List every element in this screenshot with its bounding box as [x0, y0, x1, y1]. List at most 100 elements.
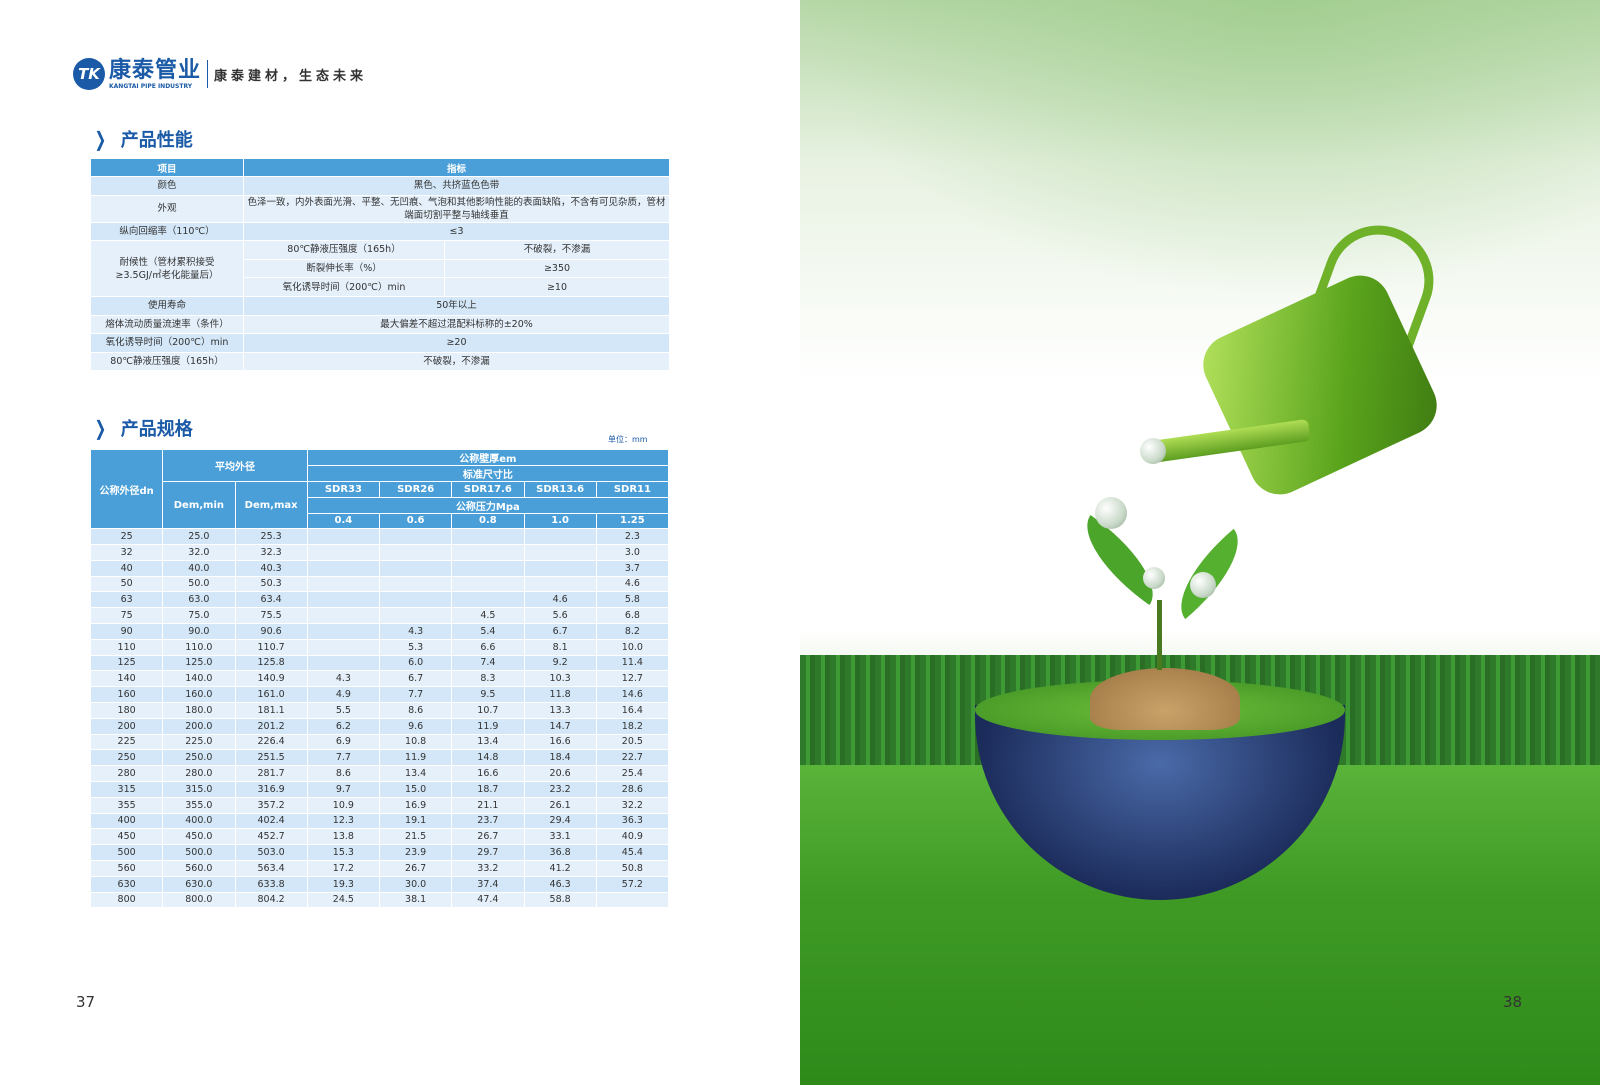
table-row: 氧化诱导时间（200℃）min ≥20 [90, 333, 671, 353]
cell [378, 559, 453, 577]
cell: 8.3 [451, 670, 525, 688]
table-row: 耐候性（管材累积接受≥3.5GJ/㎡老化能量后） 80℃静液压强度（165h） 不破… [90, 240, 671, 297]
header-sdr-2: SDR17.6 [451, 481, 525, 498]
cell: 281.7 [234, 765, 308, 782]
cell: 29.7 [451, 844, 525, 861]
table-row: 110 110.0 110.7 5.3 6.6 8.1 10.0 [89, 638, 670, 656]
value-cell: ≥20 [242, 333, 671, 353]
slogan: 康泰建材，生态未来 [214, 68, 368, 84]
cell: 28.6 [595, 780, 670, 798]
table-row: 140 140.0 140.9 4.3 6.7 8.3 10.3 12.7 [89, 670, 670, 688]
value-cell: 黑色、共挤蓝色色带 [242, 176, 671, 196]
cell: 26.7 [451, 828, 525, 846]
cell: 57.2 [595, 875, 670, 893]
item-cell: 80℃静液压强度（165h） [90, 351, 244, 372]
header-dn: 公称外径dn [89, 448, 164, 530]
cell: 90.6 [234, 622, 308, 640]
cell [306, 543, 381, 561]
cell: 40.3 [234, 559, 308, 577]
soil-image [1090, 668, 1240, 730]
cell: 4.9 [306, 686, 381, 703]
cell: 500 [89, 844, 164, 861]
cell: 41.2 [523, 859, 597, 877]
cell: 16.9 [378, 796, 453, 814]
table-row: 80℃静液压强度（165h） 不破裂，不渗漏 [90, 351, 671, 372]
cell: 14.6 [595, 686, 670, 703]
cell: 560.0 [162, 859, 236, 877]
cell: 32.2 [595, 796, 670, 814]
cell: 6.8 [595, 607, 670, 624]
cell: 75 [89, 607, 164, 624]
cell: 110.0 [162, 638, 236, 656]
cell: 21.5 [378, 828, 453, 846]
cell: 63.0 [162, 591, 236, 609]
cell: 630.0 [162, 875, 236, 893]
cell: 452.7 [234, 828, 308, 846]
cell: 125 [89, 654, 164, 672]
cell: 26.1 [523, 796, 597, 814]
cell: 46.3 [523, 875, 597, 893]
table-row: 40 40.0 40.3 3.7 [89, 559, 670, 577]
cell: 40.0 [162, 559, 236, 577]
cell: 450 [89, 828, 164, 846]
cell: 250 [89, 749, 164, 767]
cell: 13.3 [523, 701, 597, 719]
cell [306, 575, 381, 593]
header-sdr-1: SDR26 [378, 481, 453, 498]
cell [451, 591, 525, 609]
cell [306, 654, 381, 672]
cell [306, 559, 381, 577]
value-cell: ≥10 [443, 277, 671, 297]
cell: 5.4 [451, 622, 525, 640]
table-row: 使用寿命 50年以上 [90, 295, 671, 316]
header-pn: 公称压力Mpa [306, 496, 670, 514]
brand-logo: TK 康泰管业 KANGTAI PIPE INDUSTRY 康泰建材，生态未来 [73, 58, 367, 90]
header-value: 指标 [242, 158, 671, 177]
right-page-illustration: 38 [800, 0, 1600, 1085]
cell: 14.8 [451, 749, 525, 767]
cell: 32.0 [162, 543, 236, 561]
cell: 563.4 [234, 859, 308, 877]
cell: 15.3 [306, 844, 381, 861]
cell: 10.0 [595, 638, 670, 656]
cell: 23.2 [523, 780, 597, 798]
page-number: 37 [76, 993, 96, 1011]
cell: 6.2 [306, 717, 381, 735]
table-row: 50 50.0 50.3 4.6 [89, 575, 670, 593]
cell: 32.3 [234, 543, 308, 561]
cell: 13.4 [451, 733, 525, 751]
cell: 9.5 [451, 686, 525, 703]
cell: 22.7 [595, 749, 670, 767]
header-pn-2: 0.8 [451, 512, 525, 530]
section-title-spec: ❯ 产品规格 [94, 416, 193, 440]
header-sdr: 标准尺寸比 [306, 465, 670, 482]
table-row: 225 225.0 226.4 6.9 10.8 13.4 16.6 20.5 [89, 733, 670, 751]
cell: 90 [89, 622, 164, 640]
cell: 25 [89, 528, 164, 545]
cell: 3.7 [595, 559, 670, 577]
cell [378, 607, 453, 624]
cell: 29.4 [523, 812, 597, 830]
table-row: 280 280.0 281.7 8.6 13.4 16.6 20.6 25.4 [89, 765, 670, 782]
cell: 4.3 [378, 622, 453, 640]
cell [523, 543, 597, 561]
cell: 633.8 [234, 875, 308, 893]
cell: 180.0 [162, 701, 236, 719]
sub-item-cell: 80℃静液压强度（165h） [243, 240, 445, 260]
cell: 63.4 [234, 591, 308, 609]
table-row: 160 160.0 161.0 4.9 7.7 9.5 11.8 14.6 [89, 686, 670, 703]
cell: 251.5 [234, 749, 308, 767]
cell: 7.4 [451, 654, 525, 672]
item-cell: 熔体流动质量流速率（条件） [90, 314, 244, 335]
cell: 50.0 [162, 575, 236, 593]
cell: 75.5 [234, 607, 308, 624]
cell: 355.0 [162, 796, 236, 814]
cell: 3.0 [595, 543, 670, 561]
cell: 30.0 [378, 875, 453, 893]
cell: 20.6 [523, 765, 597, 782]
cell: 225 [89, 733, 164, 751]
cell: 11.4 [595, 654, 670, 672]
cell: 280.0 [162, 765, 236, 782]
cell: 17.2 [306, 859, 381, 877]
logo-mark-icon: TK [73, 58, 105, 90]
